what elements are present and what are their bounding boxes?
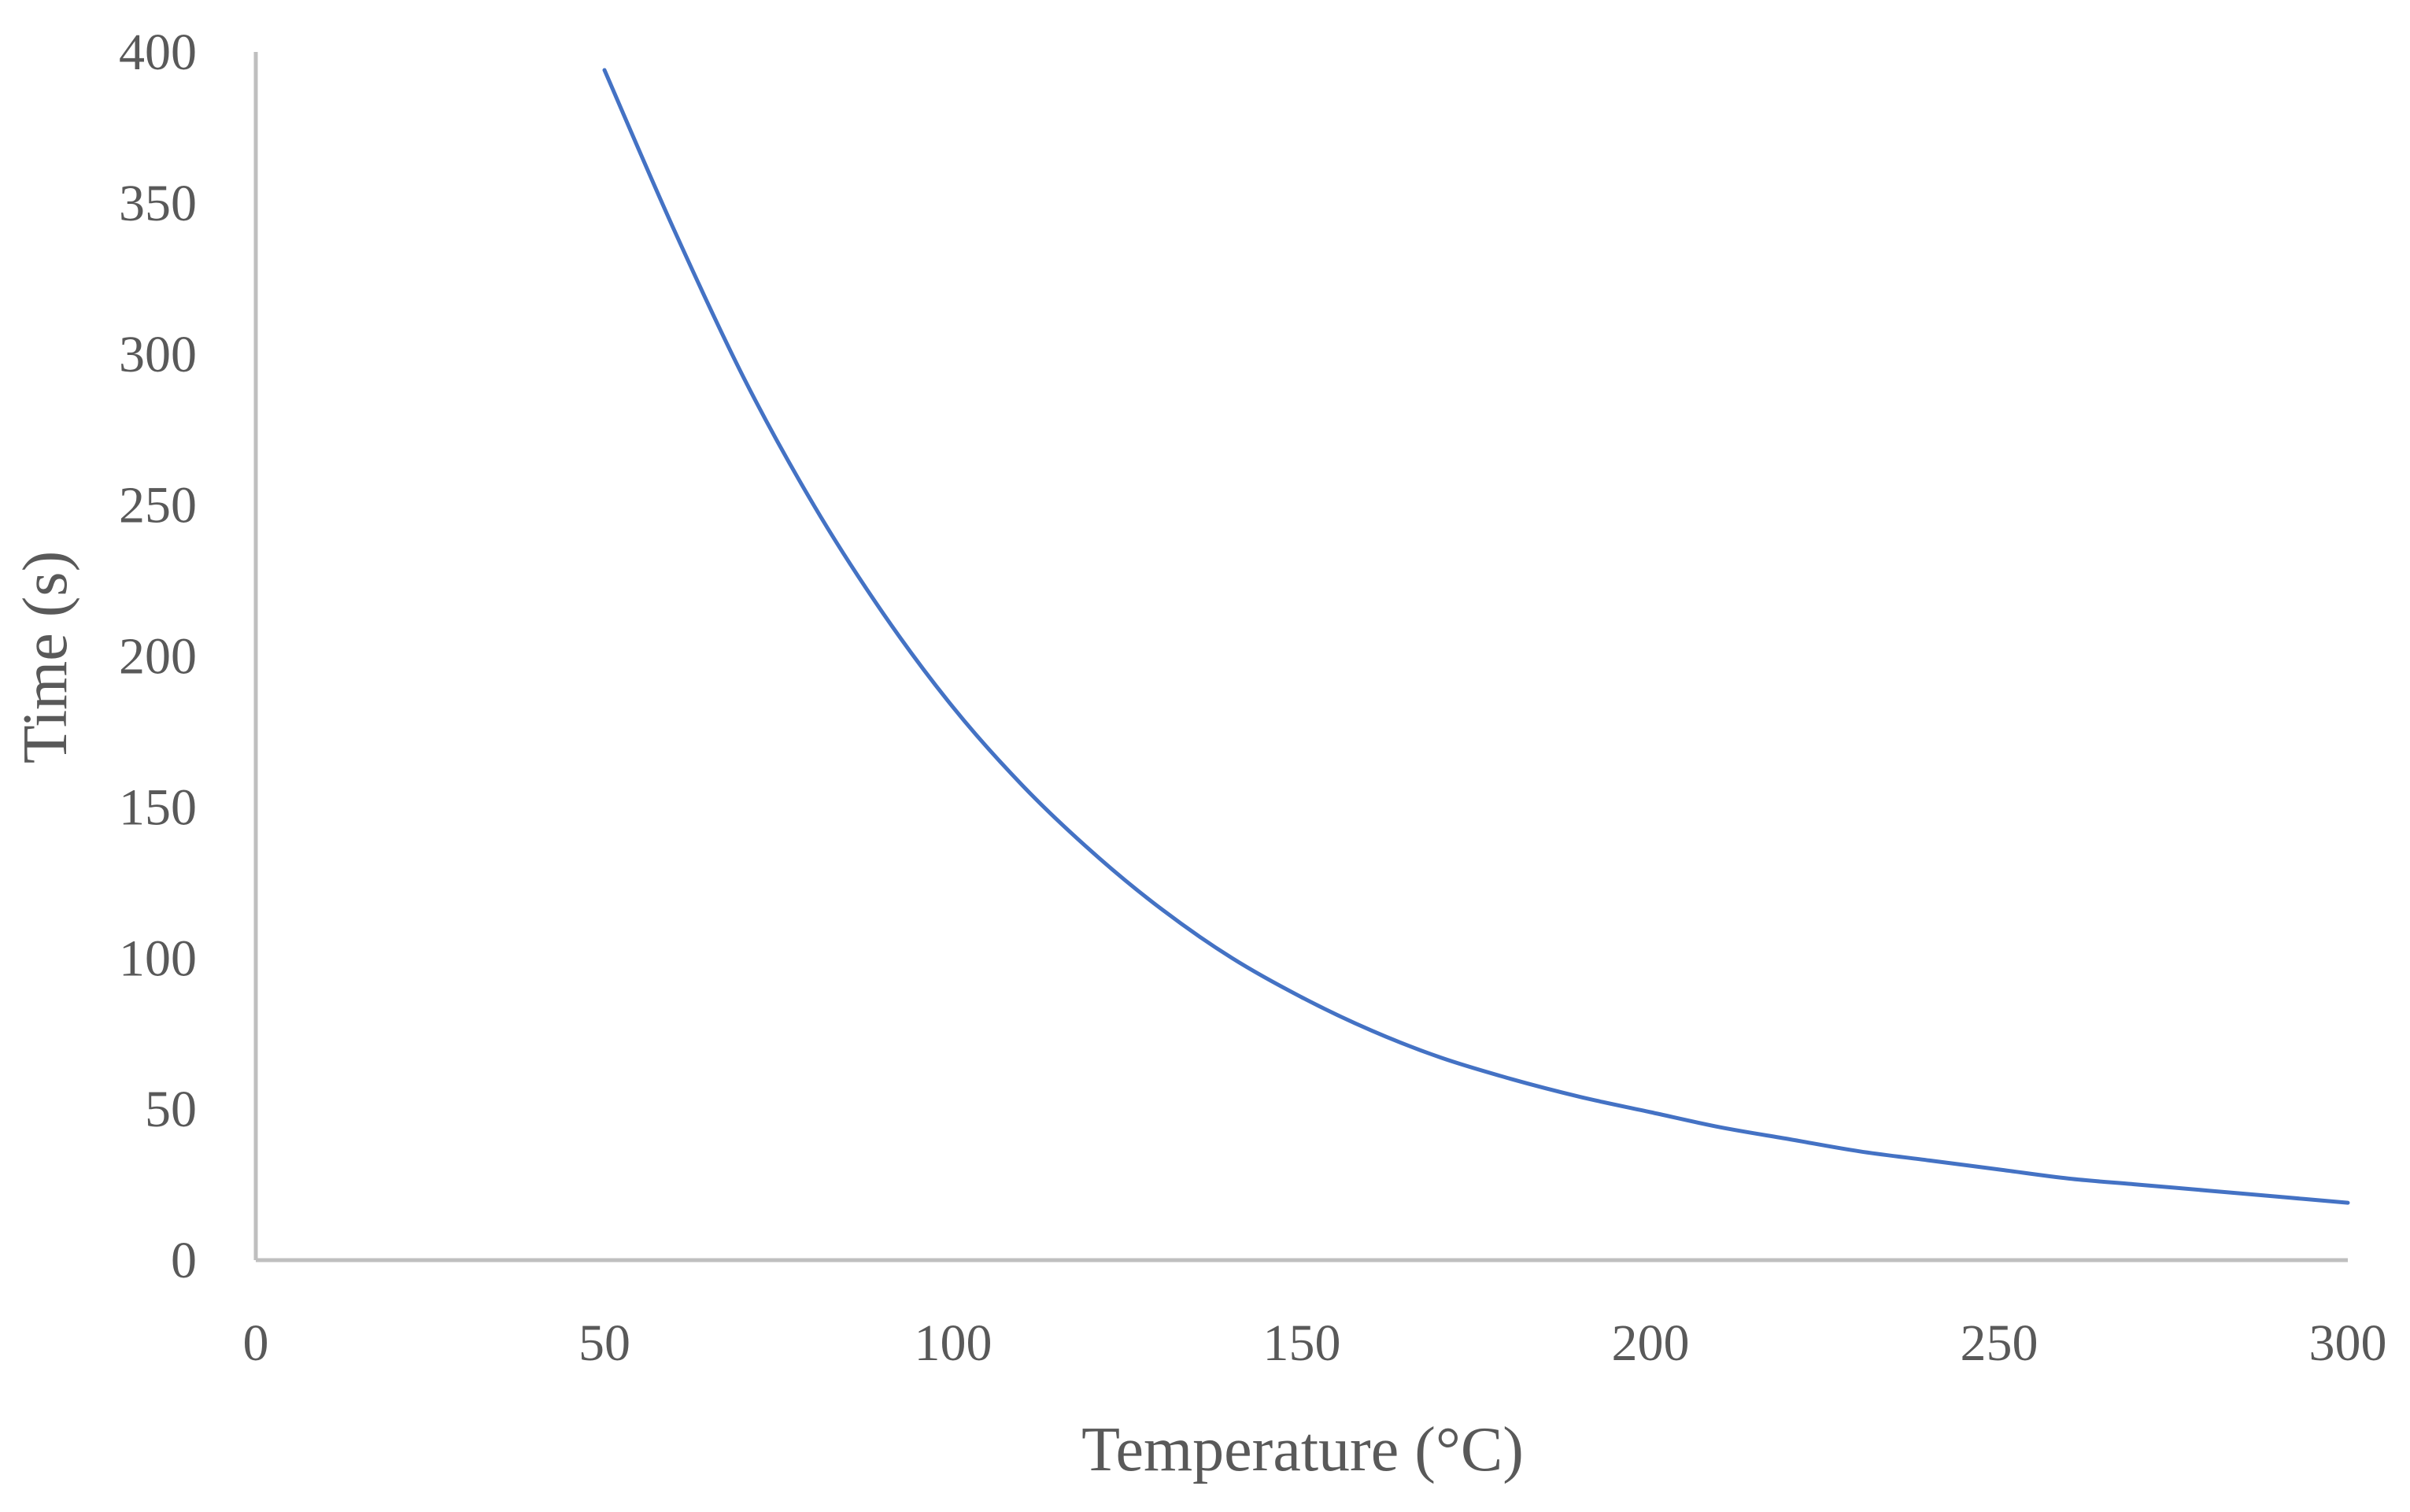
y-tick-label: 400 [119, 24, 197, 81]
y-tick-label: 250 [119, 477, 197, 534]
y-tick-label: 300 [119, 326, 197, 383]
y-tick-label: 200 [119, 628, 197, 686]
y-axis-title: Time (s) [11, 551, 80, 763]
y-tick-label: 50 [145, 1081, 197, 1138]
x-axis-tick-labels: 0 50 100 150 200 250 300 [243, 1314, 2387, 1372]
x-tick-label: 50 [578, 1314, 630, 1372]
y-axis-tick-labels: 0 50 100 150 200 250 300 350 400 [119, 24, 197, 1289]
y-tick-label: 150 [119, 778, 197, 836]
y-tick-label: 350 [119, 175, 197, 232]
x-tick-label: 250 [1961, 1314, 2039, 1372]
series-line [602, 68, 2350, 1205]
x-tick-label: 100 [915, 1314, 992, 1372]
y-tick-label: 100 [119, 930, 197, 987]
x-tick-label: 200 [1612, 1314, 1690, 1372]
x-tick-label: 300 [2309, 1314, 2387, 1372]
x-tick-label: 0 [243, 1314, 269, 1372]
x-tick-label: 150 [1263, 1314, 1341, 1372]
x-axis-title: Temperature (°C) [1081, 1415, 1524, 1484]
y-tick-label: 0 [171, 1232, 197, 1289]
